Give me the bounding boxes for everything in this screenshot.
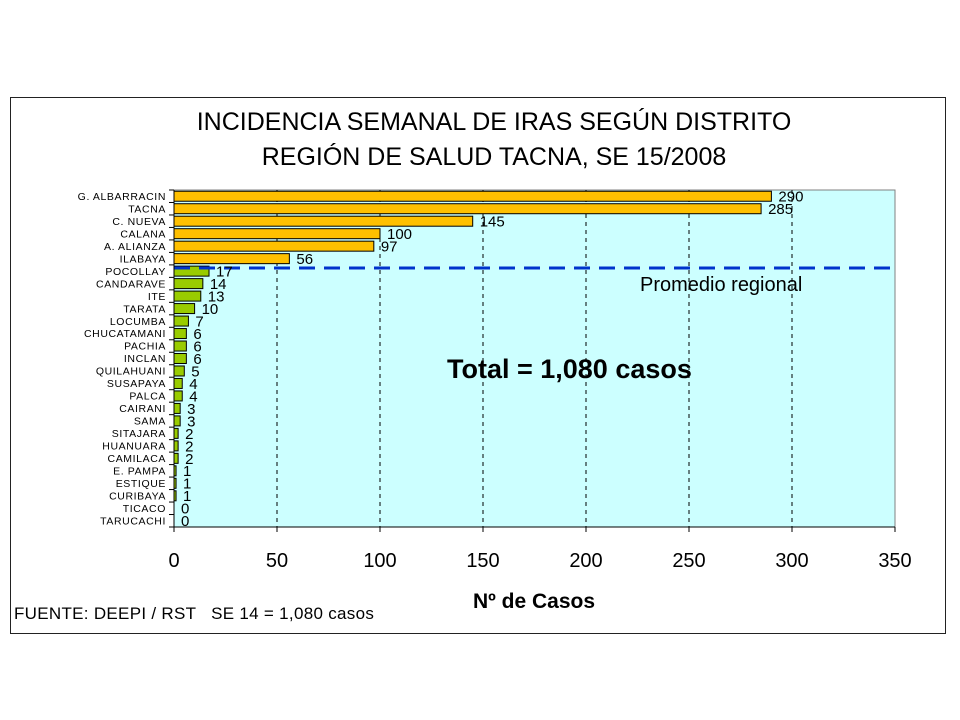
category-label-a-alianza: A. ALIANZA — [104, 241, 166, 253]
category-label-ticaco: TICACO — [123, 503, 166, 515]
x-tick-label: 50 — [266, 550, 288, 572]
x-axis-title: Nº de Casos — [473, 590, 595, 613]
category-label-g-albarracin: G. ALBARRACIN — [78, 191, 166, 203]
value-label-e-pampa: 1 — [183, 463, 191, 480]
bars — [173, 190, 772, 502]
total-annotation: Total = 1,080 casos — [447, 354, 692, 384]
value-label-chucatamani: 6 — [193, 326, 201, 343]
bar-a-alianza — [173, 240, 375, 252]
bar-ilabaya — [173, 253, 290, 265]
category-label-pachia: PACHIA — [124, 341, 166, 353]
x-tick-label: 0 — [168, 550, 179, 572]
category-label-sama: SAMA — [134, 416, 166, 428]
value-label-estique: 1 — [183, 476, 191, 493]
x-tick-label: 100 — [363, 550, 396, 572]
value-label-candarave: 14 — [210, 276, 227, 293]
bar-sama — [173, 415, 181, 427]
category-label-tarucachi: TARUCACHI — [100, 515, 166, 527]
bar-huanuara — [173, 440, 179, 452]
bar-tarata — [173, 303, 196, 315]
value-label-pachia: 6 — [193, 338, 201, 355]
bar-cairani — [173, 402, 181, 414]
bar-ite — [173, 290, 202, 302]
category-label-candarave: CANDARAVE — [96, 278, 166, 290]
value-label-ilabaya: 56 — [296, 251, 313, 268]
value-label-g-albarracin: 290 — [778, 189, 803, 206]
category-label-ilabaya: ILABAYA — [120, 253, 166, 265]
bar-inclan — [173, 353, 187, 364]
category-label-tarata: TARATA — [123, 303, 166, 315]
category-label-c-nueva: C. NUEVA — [112, 216, 166, 228]
category-label-palca: PALCA — [129, 391, 166, 403]
source-note: FUENTE: DEEPI / RST SE 14 = 1,080 casos — [14, 604, 374, 623]
category-label-tacna: TACNA — [128, 203, 166, 215]
value-label-quilahuani: 5 — [191, 363, 199, 380]
bar-tacna — [173, 203, 762, 215]
value-label-ite: 13 — [208, 288, 225, 305]
x-tick-label: 350 — [878, 550, 911, 572]
value-label-ticaco: 0 — [181, 501, 189, 518]
category-label-camilaca: CAMILACA — [108, 453, 166, 465]
category-label-sitajara: SITAJARA — [112, 428, 166, 440]
category-label-inclan: INCLAN — [124, 353, 166, 365]
value-label-sama: 3 — [187, 413, 195, 430]
value-label-tacna: 285 — [768, 201, 793, 218]
value-label-a-alianza: 97 — [381, 239, 398, 256]
value-label-palca: 4 — [189, 388, 197, 405]
value-label-tarata: 10 — [202, 301, 219, 318]
category-label-locumba: LOCUMBA — [110, 316, 166, 328]
bar-chucatamani — [173, 328, 187, 340]
category-label-cairani: CAIRANI — [119, 403, 166, 415]
x-tick-label: 150 — [466, 550, 499, 572]
y-axis-ticks — [169, 189, 174, 528]
value-label-camilaca: 2 — [185, 451, 193, 468]
category-label-estique: ESTIQUE — [116, 478, 166, 490]
bar-candarave — [173, 278, 204, 290]
category-label-curibaya: CURIBAYA — [109, 490, 166, 502]
category-label-quilahuani: QUILAHUANI — [96, 366, 166, 378]
value-label-huanuara: 2 — [185, 438, 193, 455]
regional-average-label: Promedio regional — [640, 274, 802, 296]
bar-susapaya — [173, 377, 183, 389]
bar-quilahuani — [173, 365, 185, 377]
category-label-pocollay: POCOLLAY — [105, 266, 166, 278]
bar-palca — [173, 390, 183, 402]
bar-camilaca — [173, 452, 179, 464]
category-label-calana: CALANA — [120, 228, 166, 240]
category-label-ite: ITE — [148, 291, 166, 303]
category-label-chucatamani: CHUCATAMANI — [84, 328, 166, 340]
category-label-e-pampa: E. PAMPA — [113, 466, 166, 478]
x-axis-ticks: 0 50 100 150 200 250 300 350 — [168, 527, 912, 572]
bar-calana — [173, 228, 381, 240]
chart-subtitle: REGIÓN DE SALUD TACNA, SE 15/2008 — [262, 142, 727, 171]
value-label-cairani: 3 — [187, 401, 195, 418]
chart-title: INCIDENCIA SEMANAL DE IRAS SEGÚN DISTRIT… — [197, 107, 792, 136]
bar-pachia — [173, 340, 187, 352]
x-tick-label: 250 — [672, 550, 705, 572]
value-label-locumba: 7 — [195, 313, 203, 330]
value-label-tarucachi: 0 — [181, 513, 189, 530]
bar-c-nueva — [173, 215, 474, 227]
value-label-curibaya: 1 — [183, 488, 191, 505]
bar-locumba — [173, 315, 189, 327]
value-labels: 2902851451009756171413107666544332221110… — [181, 189, 803, 531]
value-label-c-nueva: 145 — [480, 214, 505, 231]
bar-g-albarracin — [173, 190, 772, 202]
value-label-sitajara: 2 — [185, 426, 193, 443]
category-label-huanuara: HUANUARA — [102, 441, 166, 453]
x-tick-label: 300 — [775, 550, 808, 572]
value-label-susapaya: 4 — [189, 376, 197, 393]
value-label-inclan: 6 — [193, 351, 201, 368]
x-tick-label: 200 — [569, 550, 602, 572]
category-label-susapaya: SUSAPAYA — [107, 378, 166, 390]
value-label-calana: 100 — [387, 226, 412, 243]
bar-sitajara — [173, 427, 179, 439]
value-label-pocollay: 17 — [216, 264, 233, 281]
